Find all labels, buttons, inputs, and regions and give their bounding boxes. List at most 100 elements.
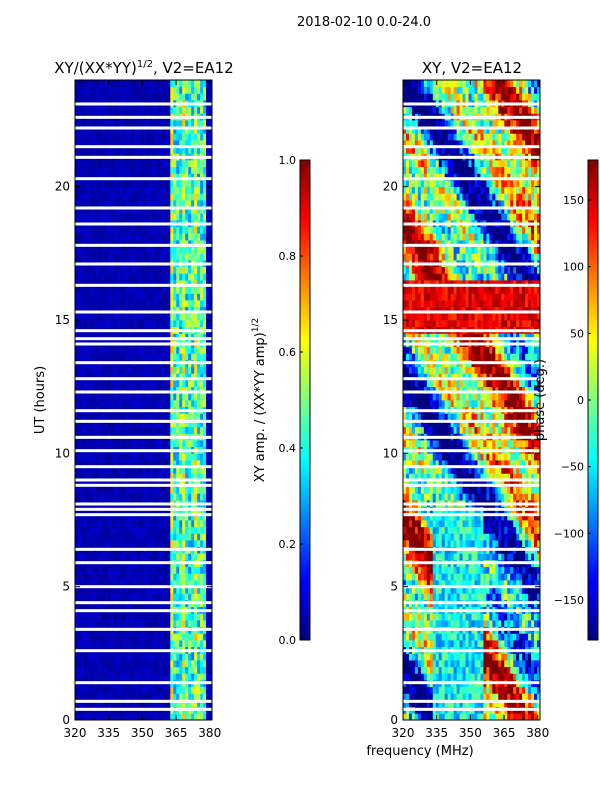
heatmap-cell <box>143 713 147 720</box>
heatmap-cell <box>507 713 511 720</box>
heatmap-cell <box>110 693 115 701</box>
heatmap-cell <box>209 673 212 681</box>
heatmap-cell <box>182 393 186 401</box>
heatmap-cell <box>206 206 210 214</box>
heatmap-cell <box>116 393 121 401</box>
heatmap-cell <box>122 353 127 361</box>
heatmap-cell <box>137 180 141 188</box>
heatmap-cell <box>194 526 198 534</box>
heatmap-cell <box>131 540 135 548</box>
heatmap-cell <box>113 80 118 88</box>
heatmap-cell <box>408 653 413 661</box>
heatmap-cell <box>182 146 186 154</box>
heatmap-cell <box>173 613 177 621</box>
heatmap-cell <box>116 266 121 274</box>
heatmap-cell <box>197 693 201 701</box>
heatmap-cell <box>101 633 106 641</box>
heatmap-cell <box>161 700 165 708</box>
heatmap-cell <box>104 186 109 194</box>
heatmap-cell <box>77 293 82 301</box>
heatmap-cell <box>495 660 499 668</box>
heatmap-cell <box>152 480 156 488</box>
heatmap-cell <box>125 426 130 434</box>
heatmap-cell <box>101 306 106 314</box>
heatmap-cell <box>110 473 115 481</box>
heatmap-cell <box>206 473 210 481</box>
heatmap-cell <box>176 486 180 494</box>
heatmap-cell <box>143 673 147 681</box>
heatmap-cell <box>516 666 520 674</box>
heatmap-cell <box>149 486 153 494</box>
heatmap-cell <box>146 586 150 594</box>
heatmap-cell <box>197 513 201 521</box>
heatmap-cell <box>140 586 144 594</box>
heatmap-cell <box>188 540 192 548</box>
heatmap-cell <box>161 166 165 174</box>
heatmap-cell <box>104 313 109 321</box>
heatmap-cell <box>197 306 201 314</box>
heatmap-cell <box>113 226 118 234</box>
heatmap-cell <box>200 480 204 488</box>
heatmap-cell <box>414 660 419 668</box>
heatmap-cell <box>131 486 135 494</box>
heatmap-cell <box>203 146 207 154</box>
heatmap-cell <box>113 373 118 381</box>
heatmap-cell <box>158 400 162 408</box>
heatmap-cell <box>176 133 180 141</box>
heatmap-cell <box>137 306 141 314</box>
heatmap-cell <box>146 620 150 628</box>
heatmap-cell <box>116 533 121 541</box>
heatmap-cell <box>119 93 124 101</box>
heatmap-cell <box>194 240 198 248</box>
heatmap-cell <box>179 593 183 601</box>
heatmap-cell <box>167 246 171 254</box>
heatmap-cell <box>128 480 132 488</box>
heatmap-cell <box>155 480 159 488</box>
heatmap-cell <box>116 566 121 574</box>
heatmap-cell <box>143 213 147 221</box>
heatmap-cell <box>429 693 434 701</box>
heatmap-cell <box>194 713 198 720</box>
heatmap-cell <box>173 286 177 294</box>
heatmap-cell <box>152 306 156 314</box>
heatmap-cell <box>164 273 168 281</box>
heatmap-cell <box>101 280 106 288</box>
heatmap-cell <box>164 80 168 88</box>
heatmap-cell <box>80 520 85 528</box>
heatmap-cell <box>134 520 138 528</box>
heatmap-cell <box>119 273 124 281</box>
heatmap-cell <box>465 686 469 694</box>
heatmap-cell <box>128 400 132 408</box>
heatmap-cell <box>149 713 153 720</box>
heatmap-cell <box>194 233 198 241</box>
heatmap-cell <box>128 180 132 188</box>
heatmap-cell <box>209 353 212 361</box>
heatmap-cell <box>131 333 135 341</box>
heatmap-cell <box>155 593 159 601</box>
heatmap-cell <box>200 353 204 361</box>
heatmap-cell <box>170 486 174 494</box>
heatmap-cell <box>134 280 138 288</box>
heatmap-cell <box>173 240 177 248</box>
heatmap-cell <box>131 180 135 188</box>
heatmap-cell <box>203 693 207 701</box>
heatmap-cell <box>134 540 138 548</box>
heatmap-cell <box>80 633 85 641</box>
heatmap-cell <box>107 93 112 101</box>
heatmap-cell <box>134 80 138 88</box>
heatmap-cell <box>164 533 168 541</box>
heatmap-cell <box>182 660 186 668</box>
heatmap-cell <box>134 660 138 668</box>
heatmap-cell <box>495 686 499 694</box>
heatmap-cell <box>158 453 162 461</box>
heatmap-cell <box>179 580 183 588</box>
heatmap-cell <box>149 400 153 408</box>
heatmap-cell <box>80 193 85 201</box>
heatmap-cell <box>116 213 121 221</box>
heatmap-cell <box>89 473 94 481</box>
heatmap-cell <box>122 173 127 181</box>
heatmap-cell <box>95 86 100 94</box>
heatmap-cell <box>167 373 171 381</box>
heatmap-cell <box>110 493 115 501</box>
heatmap-cell <box>104 280 109 288</box>
